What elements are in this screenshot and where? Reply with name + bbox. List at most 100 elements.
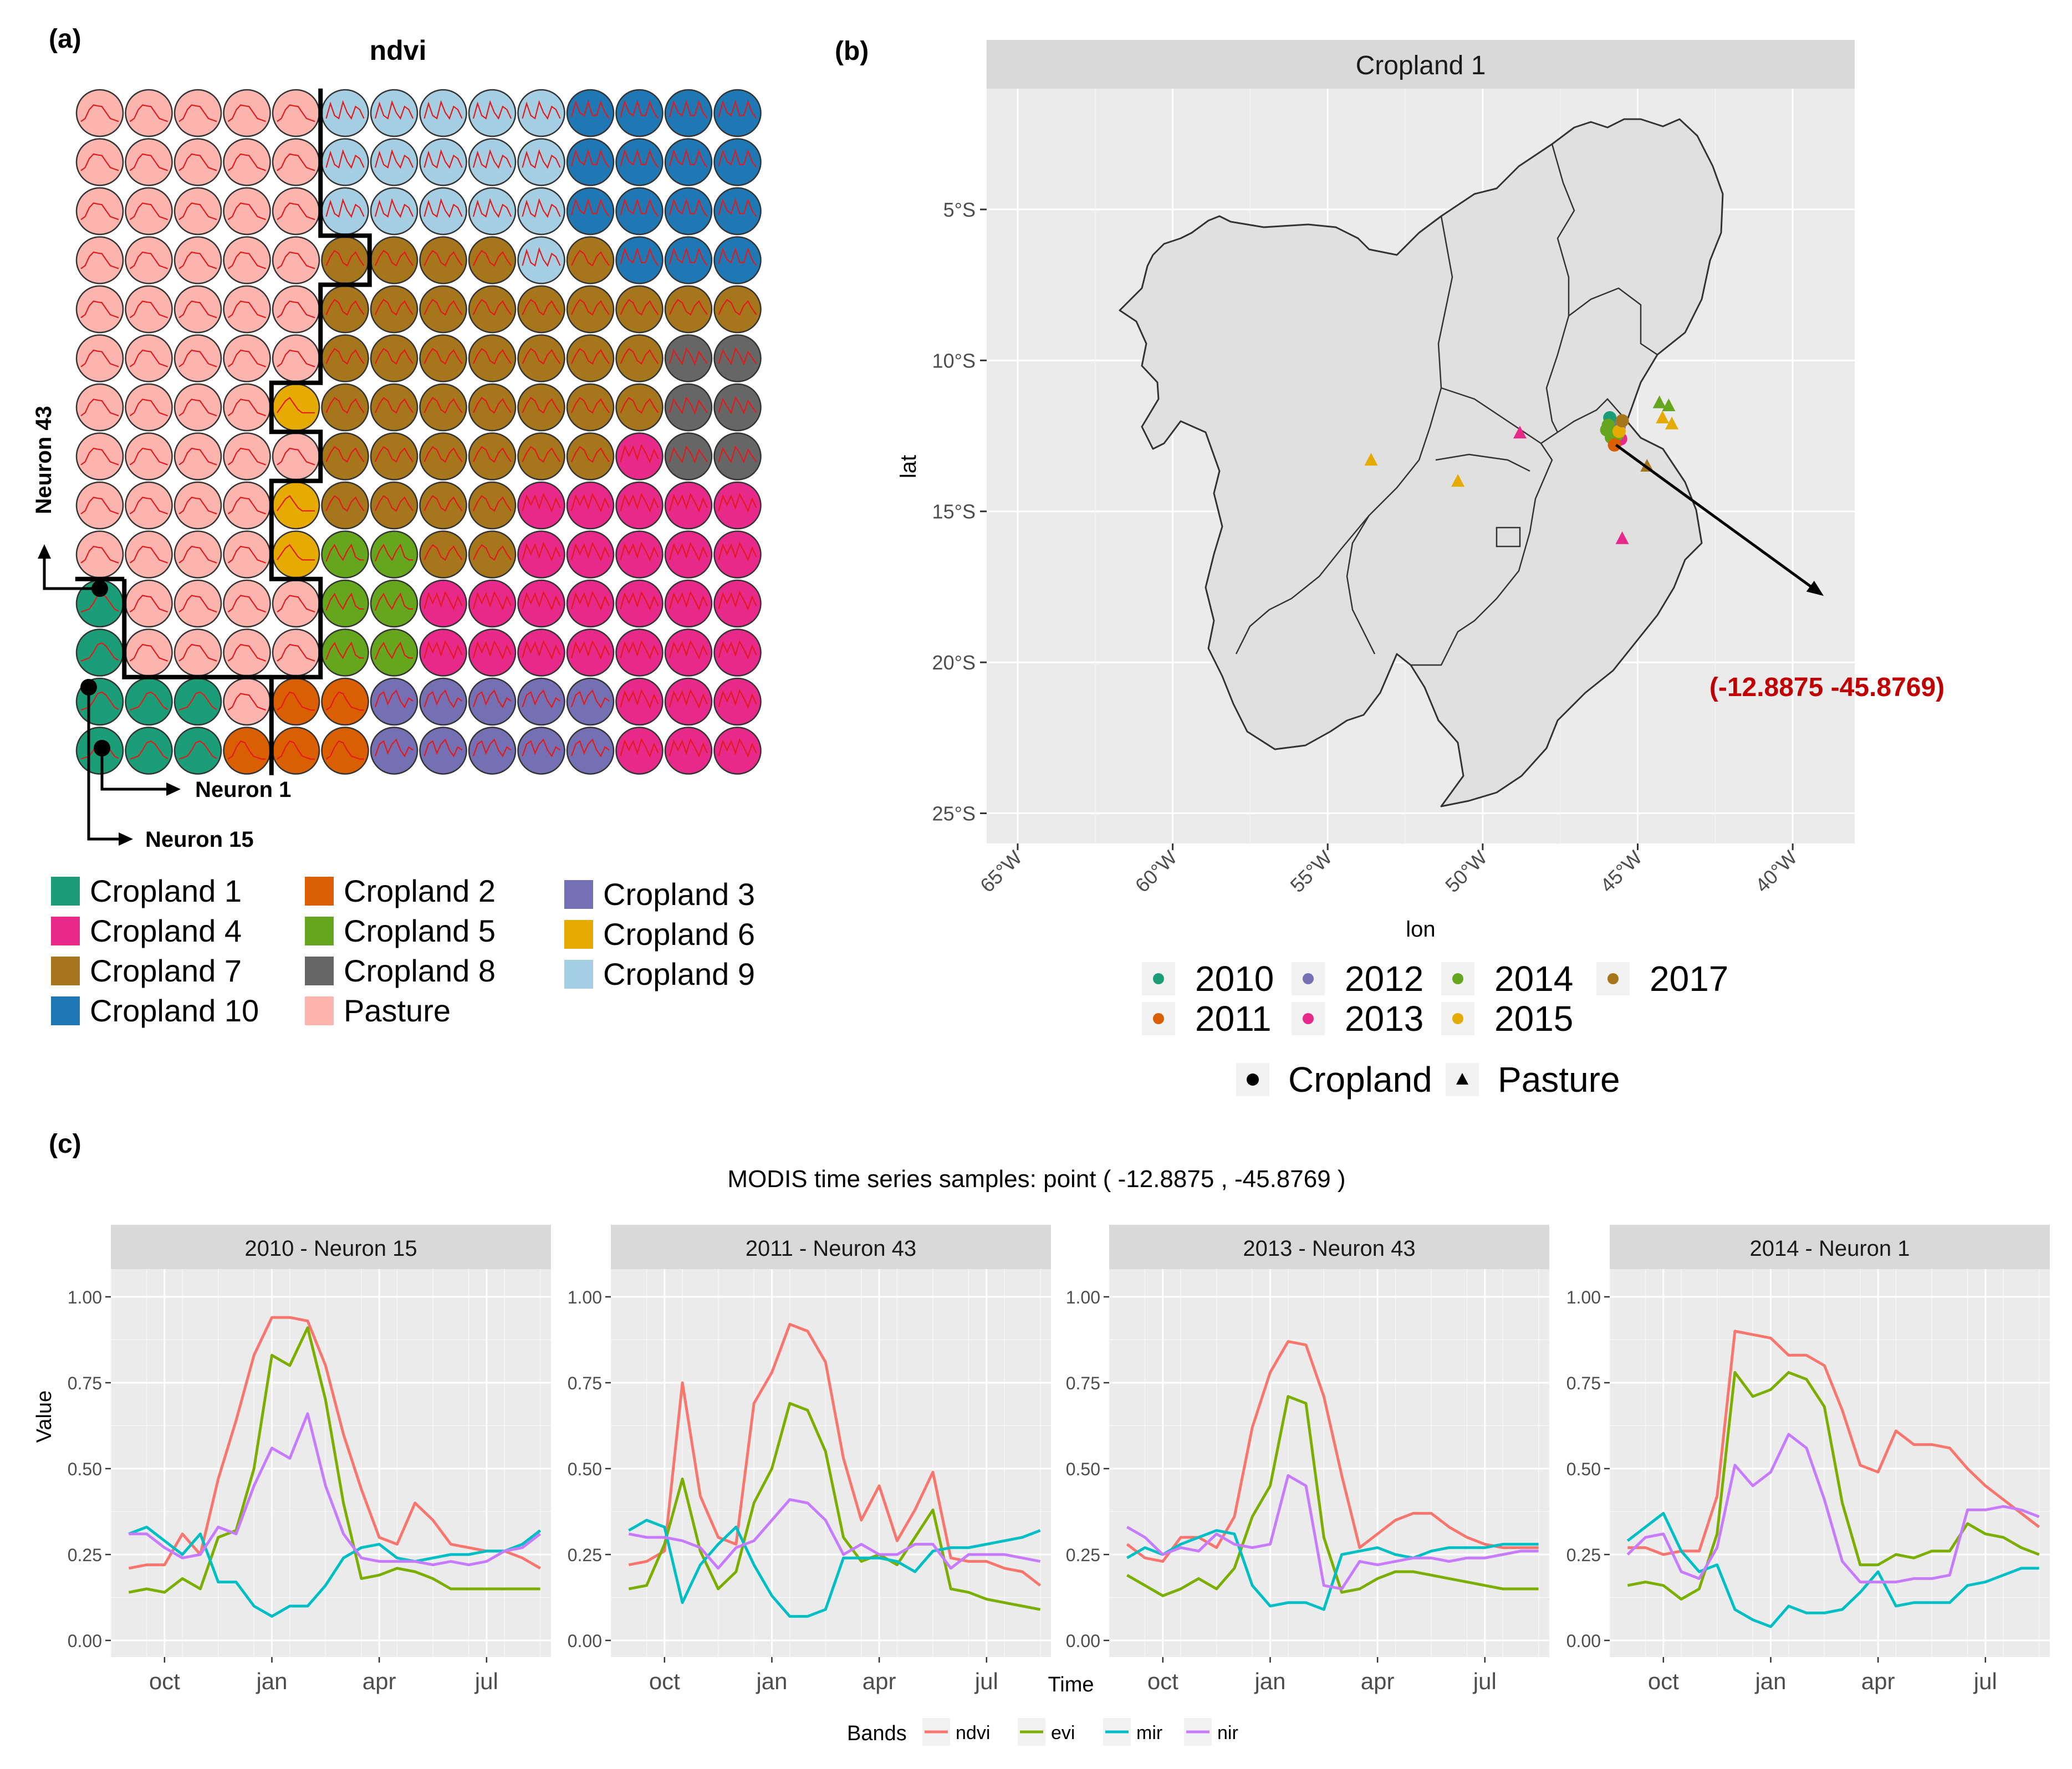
som-neuron xyxy=(468,285,517,334)
neuron-circle xyxy=(125,285,173,334)
som-neuron xyxy=(370,187,419,236)
neuron-43-arrowhead xyxy=(38,544,51,559)
neuron-circle xyxy=(370,138,419,186)
som-neuron xyxy=(664,677,713,726)
neuron-circle xyxy=(468,334,517,382)
map-xlabel: lon xyxy=(1406,917,1435,942)
neuron-ndvi-line xyxy=(571,397,610,414)
neuron-ndvi-line xyxy=(325,198,365,218)
cropland-point xyxy=(1607,438,1621,452)
som-neuron xyxy=(370,481,419,530)
facet-ytick-label: 0.50 xyxy=(68,1459,102,1479)
som-neuron xyxy=(615,334,664,382)
year-legend-item: 2015 xyxy=(1441,999,1573,1039)
neuron-circle xyxy=(419,481,467,530)
facet-strip xyxy=(1109,1225,1549,1269)
map-annotation: (-12.8875 -45.8769) xyxy=(1615,443,1945,702)
som-neuron xyxy=(125,383,173,432)
neuron-ndvi-line xyxy=(718,299,757,316)
neuron-ndvi-line xyxy=(620,347,659,365)
neuron-ndvi-line xyxy=(473,544,512,561)
som-neuron xyxy=(173,89,222,137)
som-neuron xyxy=(173,138,222,186)
neuron-ndvi-line xyxy=(668,396,708,415)
som-neuron xyxy=(75,334,124,382)
neuron-ndvi-line xyxy=(227,545,266,564)
som-neuron xyxy=(223,89,271,137)
som-grid xyxy=(75,89,762,775)
neuron-ndvi-line xyxy=(473,397,512,414)
neuron-circle xyxy=(664,628,713,677)
neuron-ndvi-line xyxy=(668,541,708,562)
neuron-ndvi-line xyxy=(227,693,266,711)
som-neuron xyxy=(75,89,124,137)
neuron-circle xyxy=(615,334,664,382)
som-neuron xyxy=(419,579,467,628)
neuron-ndvi-line xyxy=(277,544,315,561)
neuron-circle xyxy=(370,187,419,236)
neuron-ndvi-line xyxy=(129,300,168,319)
som-neuron xyxy=(223,285,271,334)
neuron-ndvi-line xyxy=(668,100,708,119)
facet-xtick-label: jan xyxy=(1754,1668,1786,1694)
series-ndvi xyxy=(128,1316,541,1570)
facet-xtick-label: jul xyxy=(1472,1668,1497,1694)
legend-label: Cropland 8 xyxy=(344,953,496,988)
neuron-circle xyxy=(713,334,762,382)
neuron-ndvi-line xyxy=(374,198,414,218)
som-neuron xyxy=(419,727,467,775)
som-neuron xyxy=(615,89,664,137)
neuron-ndvi-line xyxy=(80,202,119,221)
neuron-ndvi-line xyxy=(570,541,610,562)
som-neuron xyxy=(566,481,615,530)
neuron-ndvi-line xyxy=(325,397,365,414)
legend-label: Cropland 9 xyxy=(603,957,755,991)
neuron-circle xyxy=(75,334,124,382)
neuron-ndvi-line xyxy=(178,595,217,613)
som-neuron xyxy=(517,579,565,628)
neuron-ndvi-line xyxy=(130,691,169,711)
som-neuron xyxy=(321,727,369,775)
neuron-ndvi-line xyxy=(80,251,119,269)
legend-swatch xyxy=(51,957,80,985)
neuron-ndvi-line xyxy=(325,495,365,512)
som-neuron xyxy=(517,530,565,579)
som-neuron xyxy=(713,727,762,775)
som-neuron xyxy=(419,187,467,236)
som-neuron xyxy=(173,334,222,382)
som-neuron xyxy=(713,236,762,284)
neuron-circle xyxy=(173,481,222,530)
som-neuron xyxy=(370,334,419,382)
panel-a: (a) ndvi Neuron 43 Neuron 1 Neuron 15 Cr… xyxy=(32,24,762,1028)
som-neuron xyxy=(173,530,222,579)
neuron-circle xyxy=(517,579,565,628)
som-neuron xyxy=(321,138,369,186)
facet-ytick-label: 0.00 xyxy=(1566,1631,1601,1651)
legend-item: Cropland 7 xyxy=(51,953,242,988)
som-neuron xyxy=(321,432,369,480)
som-neuron xyxy=(272,677,320,726)
map-strip xyxy=(987,40,1855,89)
som-neuron xyxy=(223,236,271,284)
som-neuron xyxy=(125,481,173,530)
som-neuron xyxy=(370,727,419,775)
neuron-circle xyxy=(125,383,173,432)
panel-b: (b) Cropland 1 (-12.8875 -45.8769) 5°S 10… xyxy=(835,37,1945,1100)
neuron-ndvi-line xyxy=(571,299,610,316)
neuron-ndvi-line xyxy=(620,397,659,414)
facet-title: 2010 - Neuron 15 xyxy=(244,1236,417,1261)
som-neuron xyxy=(468,138,517,186)
neuron-circle xyxy=(321,481,369,530)
neuron-ndvi-line xyxy=(570,689,610,708)
neuron-circle xyxy=(468,579,517,628)
som-neuron xyxy=(566,383,615,432)
neuron-circle xyxy=(125,727,173,775)
neuron-circle xyxy=(223,285,271,334)
neuron-ndvi-line xyxy=(80,349,119,367)
som-neuron xyxy=(468,579,517,628)
neuron-circle xyxy=(713,236,762,284)
neuron-circle xyxy=(173,628,222,677)
som-neuron xyxy=(664,628,713,677)
som-neuron xyxy=(517,285,565,334)
neuron-circle xyxy=(566,334,615,382)
